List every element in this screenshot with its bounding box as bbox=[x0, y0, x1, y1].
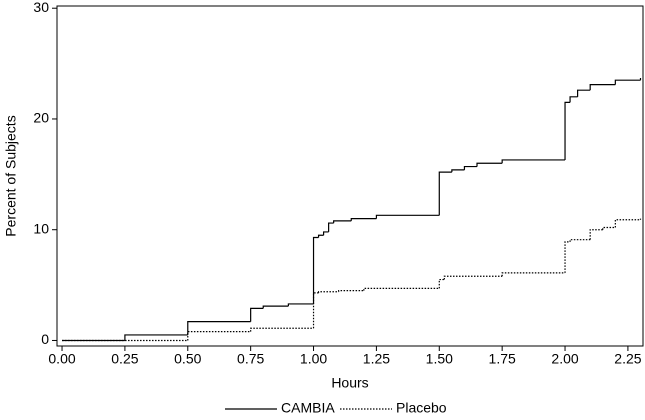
step-segment bbox=[614, 219, 641, 228]
step-segment bbox=[443, 275, 503, 280]
step-segment bbox=[317, 234, 324, 238]
x-tick-label: 2.25 bbox=[614, 351, 641, 367]
step-segment bbox=[312, 236, 319, 304]
step-segment bbox=[569, 96, 578, 103]
x-tick-label: 1.75 bbox=[489, 351, 516, 367]
y-tick-label: 20 bbox=[33, 110, 49, 126]
step-segment bbox=[589, 84, 616, 91]
step-segment bbox=[250, 327, 314, 332]
step-segment bbox=[564, 241, 571, 273]
x-tick-label: 1.25 bbox=[363, 351, 390, 367]
step-segment bbox=[569, 239, 591, 242]
step-segment bbox=[451, 169, 465, 173]
legend-label: Placebo bbox=[396, 400, 447, 416]
step-segment bbox=[463, 165, 478, 170]
step-segment bbox=[501, 159, 566, 164]
step-segment bbox=[187, 321, 251, 335]
step-segment bbox=[614, 79, 641, 85]
x-tick-label: 1.00 bbox=[300, 351, 327, 367]
step-segment bbox=[124, 334, 188, 341]
step-segment bbox=[333, 220, 352, 224]
x-tick-label: 0.25 bbox=[111, 351, 138, 367]
step-segment bbox=[438, 171, 452, 216]
legend-label: CAMBIA bbox=[281, 400, 335, 416]
y-tick-label: 0 bbox=[41, 331, 49, 347]
step-segment bbox=[501, 272, 566, 277]
step-segment bbox=[577, 89, 591, 97]
step-segment bbox=[589, 229, 603, 240]
step-segment bbox=[262, 305, 289, 309]
x-tick-label: 0.00 bbox=[48, 351, 75, 367]
x-tick-label: 0.75 bbox=[237, 351, 264, 367]
step-segment bbox=[375, 214, 440, 219]
x-axis-title: Hours bbox=[331, 375, 368, 391]
step-segment bbox=[438, 278, 445, 289]
step-segment bbox=[322, 231, 329, 236]
step-segment bbox=[312, 292, 319, 329]
x-tick-label: 1.50 bbox=[426, 351, 453, 367]
step-segment bbox=[328, 222, 334, 232]
step-segment bbox=[287, 303, 314, 307]
step-segment bbox=[476, 162, 503, 167]
x-tick-label: 2.00 bbox=[551, 351, 578, 367]
step-segment bbox=[350, 218, 377, 221]
y-axis-title: Percent of Subjects bbox=[3, 115, 19, 236]
step-segment bbox=[564, 101, 571, 160]
step-segment bbox=[250, 307, 264, 322]
y-tick-label: 10 bbox=[33, 220, 49, 236]
step-segment bbox=[602, 226, 616, 230]
step-segment bbox=[363, 287, 440, 291]
step-segment bbox=[317, 291, 339, 293]
plot-frame bbox=[56, 5, 644, 347]
step-segment bbox=[338, 290, 364, 292]
y-tick-label: 30 bbox=[33, 0, 49, 15]
step-segment bbox=[187, 331, 251, 341]
x-tick-label: 0.50 bbox=[174, 351, 201, 367]
